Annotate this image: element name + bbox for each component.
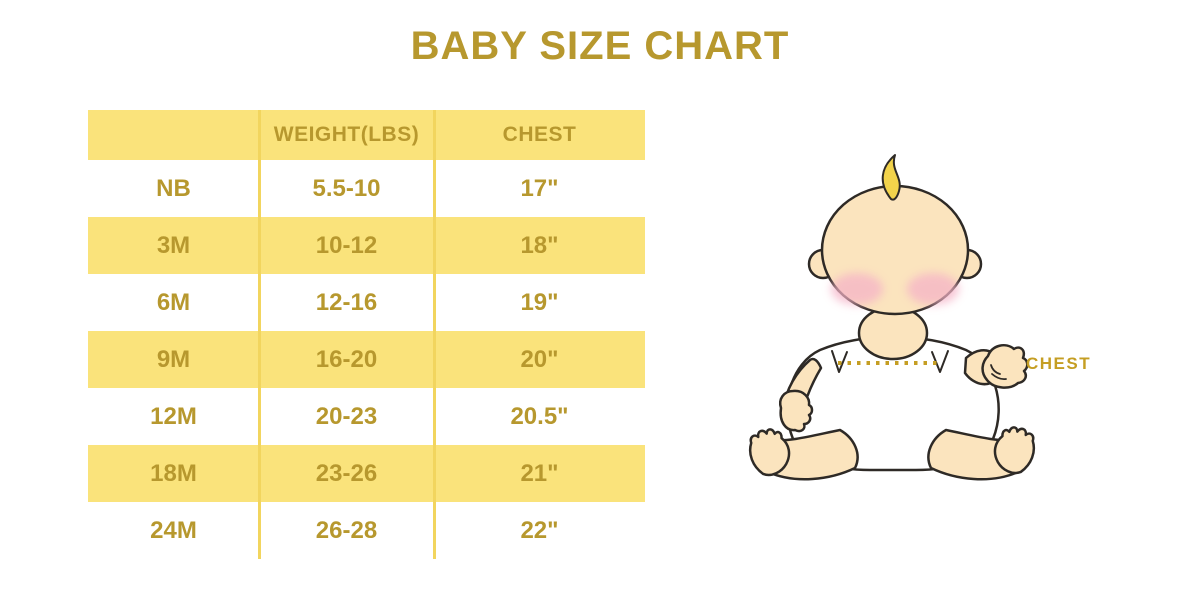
baby-fist-left xyxy=(779,389,814,433)
column-divider xyxy=(433,110,436,559)
table-row: 3M 10-12 18" xyxy=(88,217,645,274)
size-cell: 9M xyxy=(156,345,191,373)
size-cell: 24M xyxy=(150,516,197,544)
chest-cell: 17" xyxy=(520,174,559,202)
baby-illustration xyxy=(748,154,1036,481)
table-header-row: WEIGHT(LBS) CHEST xyxy=(88,110,645,160)
size-cell: 12M xyxy=(150,402,197,430)
weight-cell: 23-26 xyxy=(315,459,378,487)
table-row: 24M 26-28 22" xyxy=(88,502,645,559)
baby-foot-right xyxy=(993,426,1036,475)
chest-label: CHEST xyxy=(1026,354,1092,373)
table-row: 9M 16-20 20" xyxy=(88,331,645,388)
size-cell: 6M xyxy=(156,288,191,316)
weight-cell: 20-23 xyxy=(315,402,378,430)
weight-cell: 16-20 xyxy=(315,345,378,373)
chest-cell: 19" xyxy=(520,288,559,316)
chest-cell: 22" xyxy=(520,516,559,544)
chest-cell: 20.5" xyxy=(510,402,569,430)
size-cell: NB xyxy=(156,174,191,202)
weight-cell: 12-16 xyxy=(315,288,378,316)
size-cell: 18M xyxy=(150,459,197,487)
size-cell: 3M xyxy=(156,231,191,259)
fist-finger-lines xyxy=(990,364,1007,381)
header-cell-weight: WEIGHT(LBS) xyxy=(273,123,420,146)
baby-hair-curl xyxy=(881,154,901,201)
table-row: 6M 12-16 19" xyxy=(88,274,645,331)
baby-foot-left xyxy=(748,428,791,477)
weight-cell: 26-28 xyxy=(315,516,378,544)
chest-cell: 18" xyxy=(520,231,559,259)
baby-blush-right xyxy=(907,273,959,305)
chest-cell: 21" xyxy=(520,459,559,487)
table-row: 12M 20-23 20.5" xyxy=(88,388,645,445)
header-cell-chest: CHEST xyxy=(502,123,577,146)
page-title: BABY SIZE CHART xyxy=(410,24,790,68)
chest-cell: 20" xyxy=(520,345,559,373)
weight-cell: 5.5-10 xyxy=(312,174,381,202)
weight-cell: 10-12 xyxy=(315,231,378,259)
table-row: 18M 23-26 21" xyxy=(88,445,645,502)
baby-fist-right xyxy=(981,343,1029,389)
table-row: NB 5.5-10 17" xyxy=(88,160,645,217)
baby-blush-left xyxy=(831,273,883,305)
column-divider xyxy=(258,110,261,559)
sleeve-notch-right xyxy=(931,350,949,373)
size-table: WEIGHT(LBS) CHEST NB 5.5-10 17" 3M 10-12… xyxy=(88,110,645,559)
header-cell-size xyxy=(88,110,259,160)
